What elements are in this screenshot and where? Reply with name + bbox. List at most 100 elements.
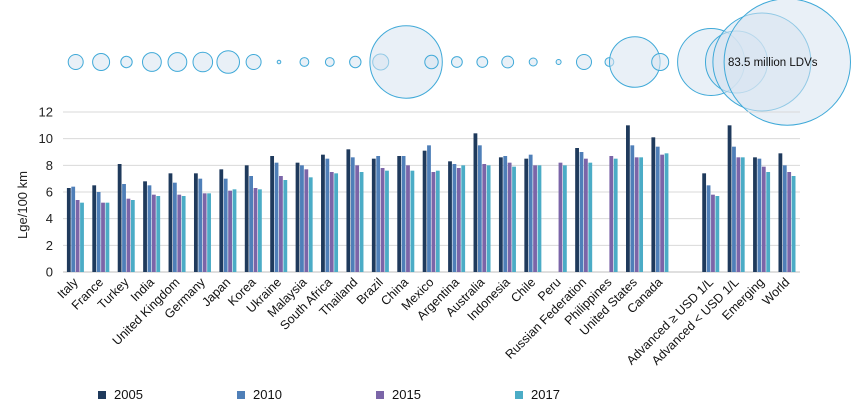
- bar: [634, 157, 639, 272]
- bar: [503, 156, 508, 272]
- bar: [609, 156, 614, 272]
- bar: [448, 161, 452, 272]
- y-tick-label: 12: [39, 105, 53, 120]
- bar: [304, 169, 309, 272]
- bar: [461, 165, 466, 272]
- legend-item: 2017: [515, 387, 654, 402]
- bar: [156, 196, 161, 272]
- bar: [274, 162, 279, 272]
- legend-item: 2005: [98, 387, 237, 402]
- bar: [431, 172, 436, 272]
- bar: [630, 145, 635, 272]
- bubble: [167, 52, 188, 72]
- bar: [456, 168, 461, 272]
- bar: [228, 190, 232, 272]
- bubble: [216, 50, 240, 74]
- bar: [711, 194, 715, 272]
- bar: [244, 165, 249, 272]
- bar: [219, 169, 224, 272]
- bar: [75, 200, 80, 272]
- bar: [385, 170, 389, 272]
- bar: [498, 157, 503, 272]
- y-axis-label: Lge/100 km: [15, 171, 30, 239]
- bar: [778, 153, 783, 272]
- bubble: [576, 54, 592, 70]
- bar: [249, 176, 253, 272]
- bar: [325, 158, 330, 272]
- bar: [575, 148, 579, 272]
- bar: [791, 176, 796, 272]
- bar: [757, 158, 762, 272]
- bar: [727, 125, 732, 272]
- bubble: [299, 57, 310, 67]
- bar: [130, 200, 135, 272]
- y-tick-label: 4: [46, 211, 53, 226]
- bubble-row: [67, 0, 851, 126]
- y-tick-label: 6: [46, 185, 53, 200]
- bar: [355, 165, 360, 272]
- x-tick-label: Japan: [199, 275, 233, 309]
- bar: [626, 125, 630, 272]
- bubble: [723, 0, 851, 126]
- bubble: [192, 51, 214, 73]
- bar: [105, 202, 110, 272]
- bar: [579, 152, 584, 272]
- bar: [702, 173, 707, 272]
- bar: [258, 189, 262, 272]
- bar: [766, 172, 771, 272]
- bar: [486, 165, 491, 272]
- bar: [512, 166, 516, 272]
- bar: [295, 162, 300, 272]
- bar: [736, 157, 741, 272]
- bar: [524, 158, 529, 272]
- bubble: [501, 55, 515, 69]
- bar: [177, 194, 182, 272]
- bar: [92, 185, 97, 272]
- bar: [232, 189, 237, 272]
- bubble: [120, 55, 133, 69]
- bar: [706, 185, 711, 272]
- bar: [507, 162, 512, 272]
- bar: [66, 188, 71, 272]
- bar: [143, 181, 147, 272]
- bar: [253, 188, 258, 272]
- bar: [376, 156, 381, 272]
- bar: [122, 184, 126, 272]
- bar: [528, 154, 533, 272]
- bubble: [349, 55, 362, 69]
- bar: [562, 165, 567, 272]
- bar: [715, 196, 720, 272]
- bubble-annotation: 83.5 million LDVs: [728, 57, 818, 69]
- bubble: [476, 56, 489, 68]
- legend-swatch: [98, 390, 106, 399]
- y-tick-label: 2: [46, 238, 53, 253]
- bar: [346, 149, 351, 272]
- bar: [300, 165, 304, 272]
- bar: [410, 170, 415, 272]
- y-tick-label: 10: [39, 131, 53, 146]
- bar: [782, 165, 787, 272]
- bar: [279, 176, 283, 272]
- bar: [482, 164, 487, 272]
- bar: [664, 153, 669, 272]
- bar: [422, 150, 427, 272]
- bar: [329, 172, 334, 272]
- bar: [359, 172, 364, 272]
- bar: [639, 157, 644, 272]
- bar: [321, 154, 325, 272]
- x-tick-label: World: [760, 275, 793, 308]
- legend-swatch: [515, 390, 523, 399]
- bar: [126, 198, 131, 272]
- bar: [283, 180, 288, 272]
- legend-label: 2017: [531, 387, 560, 402]
- bar: [533, 165, 537, 272]
- bar: [380, 168, 385, 272]
- legend-label: 2015: [392, 387, 421, 402]
- bar: [71, 186, 76, 272]
- bubble: [276, 59, 282, 65]
- bar: [334, 173, 339, 272]
- bubble: [528, 57, 538, 67]
- bubble: [67, 54, 84, 70]
